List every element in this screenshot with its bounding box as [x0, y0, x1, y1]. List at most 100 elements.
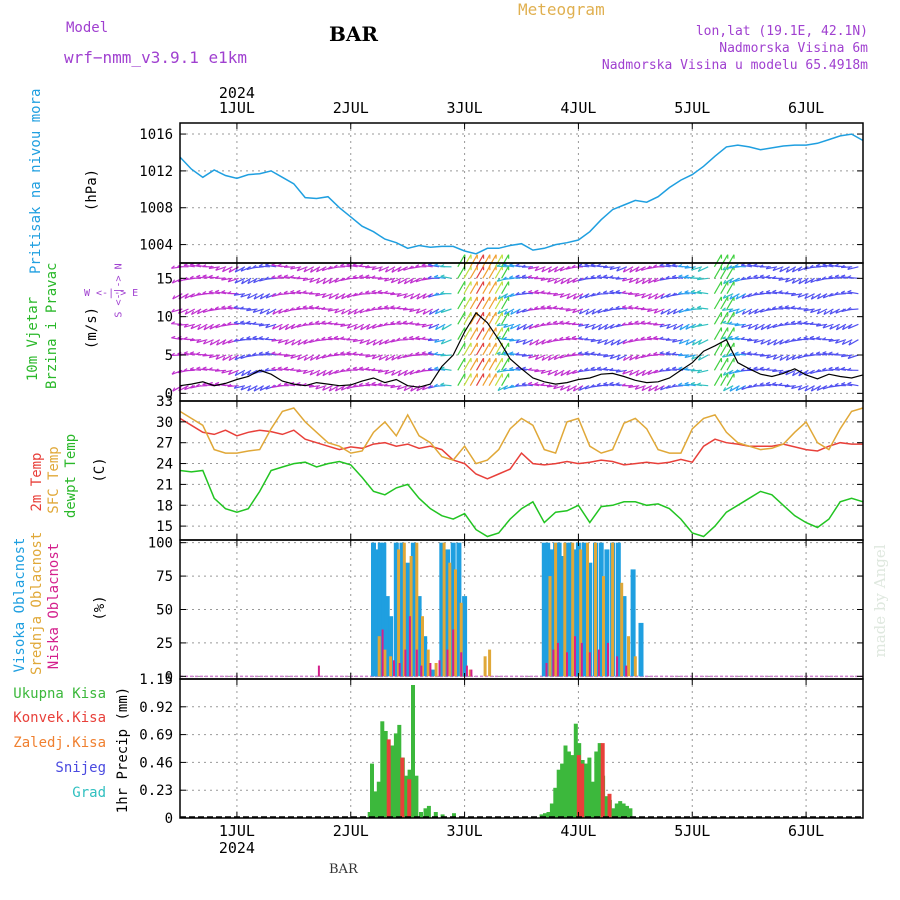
- wind-barb: [729, 385, 740, 392]
- wind-barb-head: [834, 274, 840, 278]
- wind-barb: [482, 357, 491, 371]
- wind-barb: [277, 276, 289, 279]
- wind-barb: [202, 308, 214, 313]
- legend-zaledj: Zaledj.Kisa: [13, 735, 106, 751]
- wind-barb: [209, 354, 220, 359]
- model-elevation-label: Nadmorska Visina u modelu 65.4918m: [601, 58, 868, 73]
- wind-barb-head: [327, 320, 332, 324]
- wind-name-label: 10m Vjetar: [25, 296, 41, 382]
- wind-barb-head: [790, 292, 795, 297]
- wind-barb-head: [722, 353, 726, 358]
- wind-barb: [496, 265, 508, 268]
- wind-barb-head: [409, 370, 413, 375]
- wind-barb: [291, 339, 302, 346]
- x-tick-label-top: 1JUL: [219, 99, 255, 117]
- wind-barb: [647, 354, 659, 357]
- wind-barb-head: [729, 295, 733, 300]
- wind-barb: [572, 308, 584, 314]
- wind-barb-head: [609, 289, 614, 293]
- wind-barb: [804, 385, 815, 392]
- wind-barb-head: [359, 309, 363, 314]
- precip-total-bar: [549, 803, 554, 818]
- precip-total-bar: [419, 812, 423, 818]
- wind-barb-head: [840, 353, 845, 358]
- wind-barb-head: [440, 382, 445, 386]
- wind-barb-head: [377, 289, 382, 293]
- wind-barb: [482, 327, 491, 340]
- wind-barb: [634, 307, 646, 310]
- wind-barb: [197, 323, 208, 331]
- wind-barb: [457, 342, 466, 356]
- wind-barb: [634, 339, 646, 341]
- wind-barb-head: [571, 370, 576, 374]
- wind-barb: [713, 254, 722, 268]
- wind-barb: [741, 264, 753, 268]
- wind-barb: [410, 293, 421, 300]
- wind-barb-head: [566, 294, 570, 300]
- wind-barb: [735, 308, 747, 315]
- precip-total-bar: [373, 791, 378, 818]
- wind-barb: [233, 322, 245, 325]
- wind-barb-head: [259, 295, 263, 300]
- wind-barb-head: [841, 382, 846, 385]
- wind-barb: [409, 337, 421, 341]
- wind-barb-head: [778, 369, 783, 374]
- wind-barb-head: [346, 276, 351, 280]
- wind-barb: [222, 266, 233, 273]
- wind-barb: [653, 353, 665, 356]
- wind-barb: [215, 291, 227, 295]
- wind-barb-head: [646, 352, 651, 357]
- wind-barb: [804, 277, 815, 285]
- wind-barb: [265, 277, 277, 280]
- wind-barb: [654, 385, 665, 392]
- wind-barb-head: [672, 366, 677, 370]
- wind-barb-head: [634, 305, 639, 309]
- wind-barb-head: [815, 263, 821, 267]
- chart-title: Meteogram: [518, 0, 605, 19]
- wind-barb: [809, 266, 821, 269]
- wind-barb-head: [566, 387, 570, 392]
- wind-barb-head: [797, 320, 802, 323]
- cloud-low-bar: [607, 642, 609, 677]
- wind-barb-head: [409, 335, 414, 339]
- wind-barb: [265, 323, 277, 329]
- wind-barb-head: [697, 267, 701, 272]
- wind-barb: [277, 293, 289, 296]
- wind-barb: [722, 293, 734, 299]
- wind-barb-head: [678, 291, 683, 295]
- wind-barb: [779, 354, 790, 361]
- wind-barb-head: [596, 382, 601, 386]
- wind-barb: [271, 277, 283, 279]
- wind-barb: [488, 357, 497, 371]
- wind-barb-head: [772, 355, 777, 360]
- wind-barb-head: [653, 351, 658, 355]
- wind-barb-head: [421, 263, 426, 266]
- wind-barb: [488, 373, 497, 386]
- wind-barb: [678, 308, 690, 314]
- wind-barb-head: [208, 290, 213, 293]
- cloud-high-bar: [374, 549, 380, 677]
- wind-barb-head: [510, 310, 514, 315]
- wind-barb-head: [422, 386, 426, 391]
- wind-barb: [482, 342, 491, 356]
- wind-barb-head: [271, 275, 276, 279]
- wind-barb-head: [521, 353, 526, 357]
- wind-barb: [816, 352, 828, 356]
- wind-barb: [203, 323, 214, 331]
- wind-barb-head: [553, 305, 558, 309]
- wind-barb-head: [340, 386, 345, 391]
- wind-barb: [726, 311, 735, 325]
- wind-barb: [540, 369, 552, 374]
- wind-barb-head: [734, 369, 739, 373]
- wind-barb: [303, 354, 315, 361]
- wind-barb: [836, 323, 847, 331]
- wind-barb: [713, 311, 722, 325]
- wind-barb-head: [184, 310, 188, 315]
- cloud-low-bar: [580, 642, 583, 677]
- wind-barb-head: [334, 369, 338, 374]
- wind-barb-head: [434, 274, 439, 278]
- wind-barb: [221, 306, 233, 310]
- wind-barb-head: [646, 265, 651, 270]
- wind-barb: [635, 385, 646, 390]
- wind-barb-head: [798, 280, 802, 285]
